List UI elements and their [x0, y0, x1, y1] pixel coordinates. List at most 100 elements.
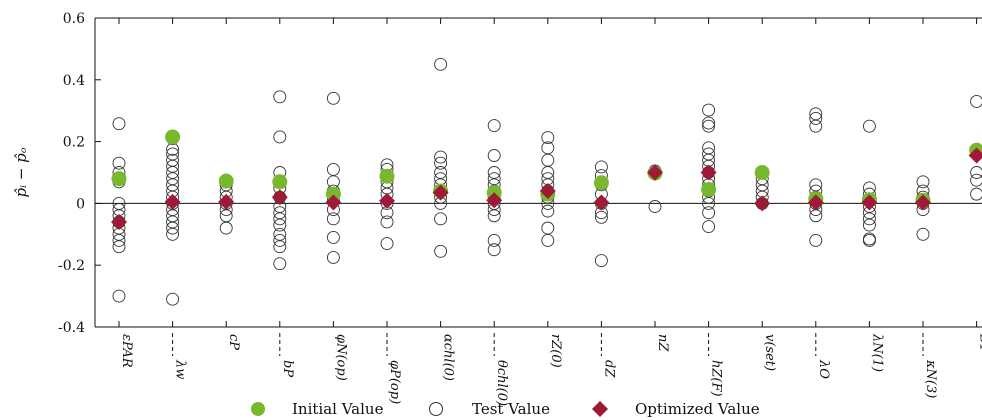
legend-optimized-marker	[592, 401, 608, 417]
test-value-point	[970, 94, 982, 108]
test-value-point	[541, 234, 555, 247]
test-value-point	[273, 212, 287, 226]
optimized-value-point	[486, 192, 503, 209]
test-value-point	[487, 119, 501, 132]
test-value-point	[326, 251, 340, 264]
test-value-point	[380, 215, 394, 229]
initial-value-point	[379, 168, 395, 184]
y-tick-label: 0	[76, 196, 85, 212]
test-value-point	[326, 162, 340, 176]
test-value-point	[112, 289, 126, 303]
category-label: λO	[816, 359, 831, 379]
legend: Initial Value Test Value Optimized Value	[251, 400, 760, 418]
optimized-value-point	[700, 164, 717, 181]
test-value-point	[862, 212, 876, 226]
test-value-point	[916, 227, 930, 241]
legend-initial-label: Initial Value	[292, 400, 384, 418]
category-label: hZ(F)	[709, 360, 724, 397]
test-value-point	[702, 119, 716, 133]
legend-initial-marker	[251, 402, 265, 416]
test-value-point	[594, 254, 608, 268]
y-tick-label: 0.6	[63, 11, 85, 27]
test-value-point	[166, 292, 180, 306]
test-value-point	[702, 103, 716, 117]
category-label: v(set)	[762, 334, 777, 371]
optimized-value-point	[432, 184, 449, 201]
category-label: κN(3)	[923, 359, 938, 398]
test-value-point	[219, 221, 233, 235]
test-value-point	[326, 230, 340, 244]
test-value-point	[326, 175, 340, 189]
test-value-point	[862, 119, 876, 133]
test-value-point	[702, 196, 716, 210]
test-value-point	[970, 187, 982, 201]
test-value-point	[702, 206, 716, 220]
initial-value-point	[754, 165, 770, 180]
category-label: dZ	[601, 360, 616, 378]
test-value-point	[112, 234, 126, 247]
optimized-value-point	[647, 164, 663, 181]
initial-value-point	[325, 186, 341, 202]
category-label: φN(op)	[333, 334, 348, 381]
category-label: εPAR	[119, 334, 134, 368]
initial-value-point	[218, 173, 234, 189]
test-value-point	[434, 156, 448, 170]
test-value-point	[702, 116, 716, 130]
test-value-point	[326, 212, 340, 226]
test-value-point	[541, 221, 555, 235]
test-value-point	[273, 234, 287, 247]
test-value-point	[112, 156, 126, 170]
test-value-point	[487, 209, 501, 223]
initial-value-point	[111, 171, 127, 187]
test-value-point	[594, 160, 608, 174]
legend-optimized-label: Optimized Value	[635, 400, 760, 418]
test-value-point	[648, 200, 662, 213]
category-label: cP	[226, 334, 241, 350]
test-value-point	[434, 244, 448, 258]
y-tick-label: -0.4	[58, 320, 85, 336]
category-label: λw	[173, 359, 188, 379]
test-value-point	[434, 150, 448, 164]
category-label: φP(op)	[387, 360, 402, 404]
test-value-point	[273, 218, 287, 232]
test-value-point	[273, 90, 287, 104]
optimized-value-point	[807, 194, 824, 211]
initial-value-point	[701, 181, 717, 197]
test-value-point	[916, 175, 930, 189]
optimized-value-point	[164, 193, 181, 210]
legend-test-marker	[429, 402, 443, 416]
y-tick-label: -0.2	[58, 258, 85, 274]
test-value-point	[862, 234, 876, 247]
test-value-point	[273, 240, 287, 254]
category-label: λN(1)	[869, 333, 884, 372]
initial-value-point	[272, 174, 288, 190]
test-value-point	[809, 119, 823, 133]
test-value-point	[541, 131, 555, 145]
category-label: nZ	[655, 334, 670, 352]
category-label: B1	[977, 333, 982, 352]
optimized-value-point	[539, 183, 556, 200]
test-value-point	[434, 212, 448, 226]
test-value-point	[273, 130, 287, 144]
category-label: bP	[280, 360, 295, 377]
category-label: θchl(0)	[494, 360, 509, 406]
category-label: αchl(0)	[441, 334, 456, 381]
test-value-point	[487, 243, 501, 257]
initial-value-point	[593, 175, 609, 191]
test-value-point	[809, 111, 823, 125]
optimized-value-point	[593, 194, 610, 211]
test-value-point	[594, 210, 608, 224]
optimized-value-point	[968, 147, 982, 164]
test-value-point	[112, 117, 126, 131]
test-value-point	[809, 234, 823, 247]
initial-value-point	[165, 129, 181, 145]
test-value-point	[487, 149, 501, 162]
optimized-value-point	[325, 194, 342, 211]
optimized-value-point	[379, 192, 395, 209]
test-value-point	[541, 153, 555, 167]
test-value-point	[862, 218, 876, 232]
test-value-point	[487, 234, 501, 247]
test-value-point	[273, 257, 287, 271]
optimized-value-point	[271, 189, 288, 206]
